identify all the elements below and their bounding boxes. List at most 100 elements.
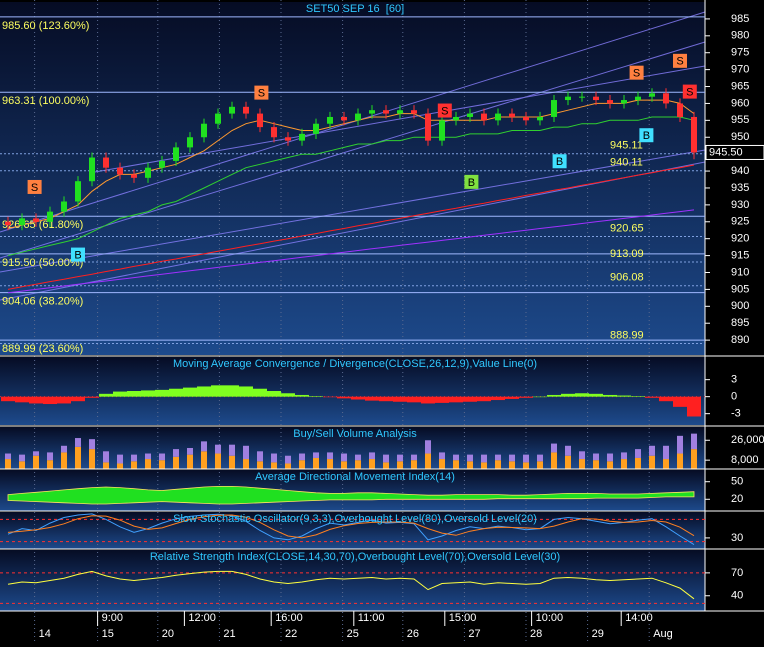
volume-bar xyxy=(397,461,403,469)
volume-bar xyxy=(103,451,109,463)
signal-label: S xyxy=(441,105,448,117)
last-price-label: 945.50 xyxy=(709,146,743,158)
volume-bar xyxy=(229,444,235,456)
macd-bar xyxy=(603,394,617,397)
macd-bar xyxy=(547,394,561,397)
volume-bar xyxy=(677,453,683,469)
macd-bar xyxy=(71,396,85,402)
volume-bar xyxy=(89,449,95,469)
volume-bar xyxy=(621,459,627,469)
candle-body xyxy=(453,116,459,121)
volume-bar xyxy=(579,451,585,460)
candle-body xyxy=(635,96,641,101)
macd-bar xyxy=(281,393,295,397)
y-tick-label: 895 xyxy=(731,317,749,329)
volume-bar xyxy=(663,459,669,469)
signal-marker xyxy=(27,179,42,194)
candle-body xyxy=(467,113,473,117)
signal-label: B xyxy=(74,249,81,261)
volume-bar xyxy=(481,462,487,469)
volume-bar xyxy=(201,451,207,469)
candle-body xyxy=(75,181,81,202)
volume-bar xyxy=(173,449,179,457)
volume-bar xyxy=(691,433,697,450)
macd-bar xyxy=(449,396,463,403)
candle-body xyxy=(439,120,445,141)
volume-bar xyxy=(5,453,11,460)
signal-marker xyxy=(682,84,697,99)
candle-body xyxy=(131,174,137,178)
volume-bar xyxy=(187,454,193,469)
y-tick-label: 30 xyxy=(731,532,743,544)
volume-bar xyxy=(327,452,333,460)
price-mark-label: 888.99 xyxy=(610,329,644,341)
candle-body xyxy=(621,100,627,104)
fib-label: 904.06 (38.20%) xyxy=(2,295,83,307)
macd-bar xyxy=(463,396,477,402)
volume-bar xyxy=(663,445,669,460)
macd-bar xyxy=(85,396,99,398)
signal-label: S xyxy=(258,88,265,100)
macd-bar xyxy=(505,396,519,399)
volume-bar xyxy=(425,453,431,469)
macd-bar xyxy=(631,396,645,397)
macd-bar xyxy=(351,396,365,400)
macd-bar xyxy=(141,390,155,397)
volume-bar xyxy=(369,459,375,469)
candle-body xyxy=(607,100,613,104)
candle-body xyxy=(509,113,515,117)
macd-bar xyxy=(309,396,323,397)
macd-bar xyxy=(617,395,631,397)
volume-bar xyxy=(299,453,305,461)
macd-bar xyxy=(155,389,169,397)
y-tick-label: 50 xyxy=(731,476,743,488)
moving-average xyxy=(7,164,695,290)
volume-bar xyxy=(285,463,291,469)
y-tick-label: 980 xyxy=(731,30,749,42)
volume-bar xyxy=(495,460,501,469)
channel-line xyxy=(0,41,706,259)
candle-body xyxy=(33,218,39,222)
volume-bar xyxy=(271,462,277,469)
day-label: 25 xyxy=(347,628,359,640)
volume-bar xyxy=(509,461,515,469)
candle-body xyxy=(173,147,179,161)
volume-bar xyxy=(635,449,641,458)
candle-body xyxy=(579,96,585,98)
volume-bar xyxy=(355,460,361,469)
volume-bar xyxy=(565,445,571,456)
macd-bar xyxy=(477,396,491,402)
time-label: 15:00 xyxy=(449,612,477,624)
macd-bar xyxy=(491,396,505,401)
candle-body xyxy=(299,133,305,141)
macd-bar xyxy=(407,396,421,403)
volume-bar xyxy=(691,449,697,469)
macd-bar xyxy=(687,396,701,417)
macd-bar xyxy=(113,391,127,397)
volume-bar xyxy=(33,451,39,456)
y-tick-label: 910 xyxy=(731,266,749,278)
candle-body xyxy=(369,110,375,114)
signal-marker xyxy=(437,103,452,118)
panel-title: Moving Average Convergence / Divergence(… xyxy=(173,358,537,370)
volume-bar xyxy=(551,443,557,453)
macd-bar xyxy=(659,396,673,402)
y-tick-label: 70 xyxy=(731,567,743,579)
candle-body xyxy=(313,123,319,134)
macd-bar xyxy=(183,387,197,397)
candle-body xyxy=(117,167,123,175)
volume-bar xyxy=(327,459,333,469)
y-tick-label: 955 xyxy=(731,114,749,126)
y-tick-label: 960 xyxy=(731,97,749,109)
price-mark-label: 945.11 xyxy=(610,140,643,152)
macd-bar xyxy=(169,388,183,397)
macd-bar xyxy=(533,396,547,398)
y-tick-label: 985 xyxy=(731,13,749,25)
macd-bar xyxy=(211,385,225,397)
price-mark-label: 920.65 xyxy=(610,222,644,234)
volume-bar xyxy=(537,454,543,462)
macd-bar xyxy=(197,386,211,397)
channel-line xyxy=(0,161,706,301)
time-label: 9:00 xyxy=(102,612,123,624)
